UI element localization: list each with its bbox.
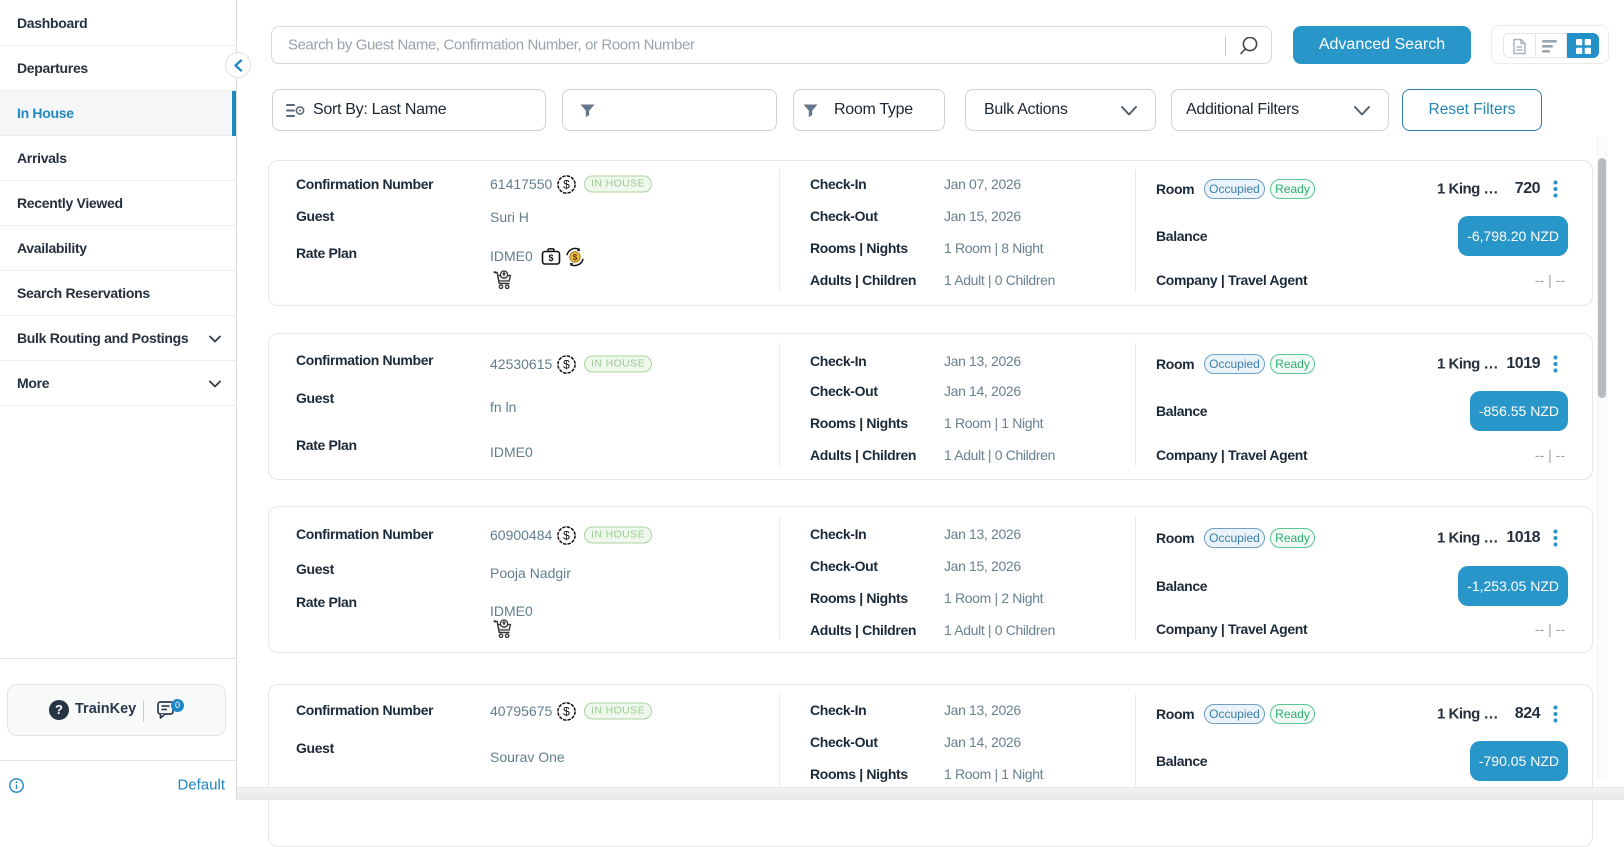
svg-text:$: $	[563, 704, 570, 718]
svg-text:$: $	[563, 357, 570, 371]
svg-text:$: $	[548, 253, 553, 263]
svg-text:$: $	[563, 528, 570, 542]
svg-text:$: $	[573, 253, 578, 262]
svg-text:$: $	[563, 177, 570, 191]
